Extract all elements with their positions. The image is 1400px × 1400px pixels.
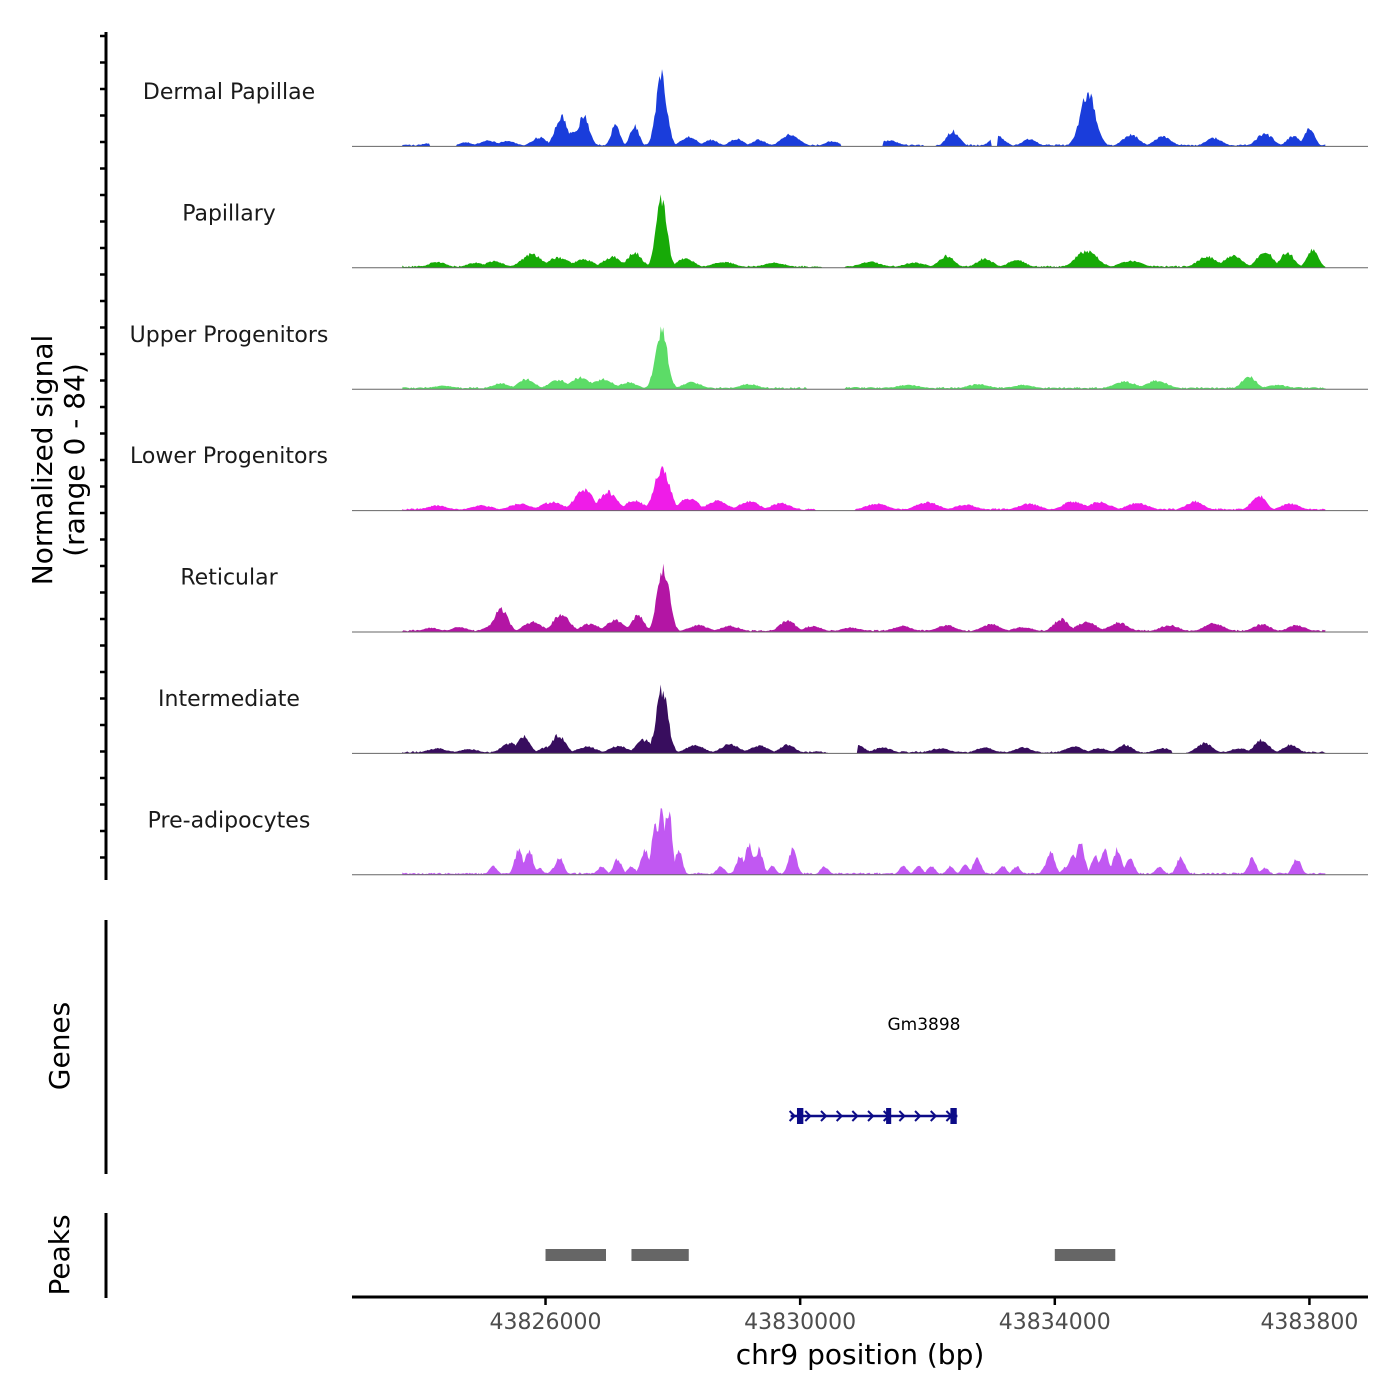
strand-arrow [867,1110,875,1122]
x-tick-label: 43826000 [490,1310,602,1335]
signal-area [402,808,1326,875]
genes-panel-label: Genes [43,1002,76,1090]
x-tick-label: 43830000 [744,1310,856,1335]
track-2: Upper Progenitors [130,323,1368,390]
strand-arrow [820,1110,828,1122]
track-0: Dermal Papillae [143,69,1368,147]
strand-arrow [898,1110,906,1122]
signal-y-ticks [100,34,106,859]
peak-region [1054,1249,1116,1261]
signal-area [402,326,1326,390]
strand-arrow [930,1110,938,1122]
signal-area [402,684,1326,754]
track-6: Pre-adipocytes [148,808,1368,876]
peak-region [631,1249,689,1261]
gene-label: Gm3898 [888,1015,961,1035]
signal-area [402,563,1326,632]
gene-exon [796,1108,804,1124]
strand-arrow [851,1110,859,1122]
x-tick-label: 4383800 [1260,1310,1358,1335]
track-1: Papillary [182,194,1368,269]
track-label: Intermediate [158,687,300,712]
x-axis-label: chr9 position (bp) [736,1338,985,1371]
gene-exon [886,1108,892,1124]
x-axis-ticks: 43826000 43830000 43834000 4383800 [490,1297,1358,1335]
signal-area [402,69,1326,147]
strand-arrow [804,1110,812,1122]
strand-arrow [914,1110,922,1122]
gene-annotation: Gm3898 [788,1015,961,1124]
track-5: Intermediate [158,684,1368,754]
track-label: Pre-adipocytes [148,808,311,833]
track-3: Lower Progenitors [130,444,1368,512]
signal-area [402,465,1326,511]
strand-arrow [788,1110,797,1122]
peaks-panel-label: Peaks [43,1214,76,1295]
track-4: Reticular [180,563,1368,633]
coverage-tracks: Dermal Papillae Papillary Upper Progenitor… [130,69,1368,876]
track-label: Upper Progenitors [130,323,329,348]
track-label: Lower Progenitors [130,444,328,469]
gene-exon [950,1108,957,1124]
strand-arrow [835,1110,844,1122]
track-label: Papillary [182,201,276,226]
y-axis-label-line1: Normalized signal [26,335,59,586]
x-tick-label: 43834000 [999,1310,1111,1335]
signal-area [402,194,1326,268]
peak-region [545,1249,606,1261]
track-label: Reticular [180,566,278,591]
track-label: Dermal Papillae [143,80,315,105]
peak-regions [545,1249,1116,1261]
y-axis-label-line2: (range 0 - 84) [58,363,91,557]
